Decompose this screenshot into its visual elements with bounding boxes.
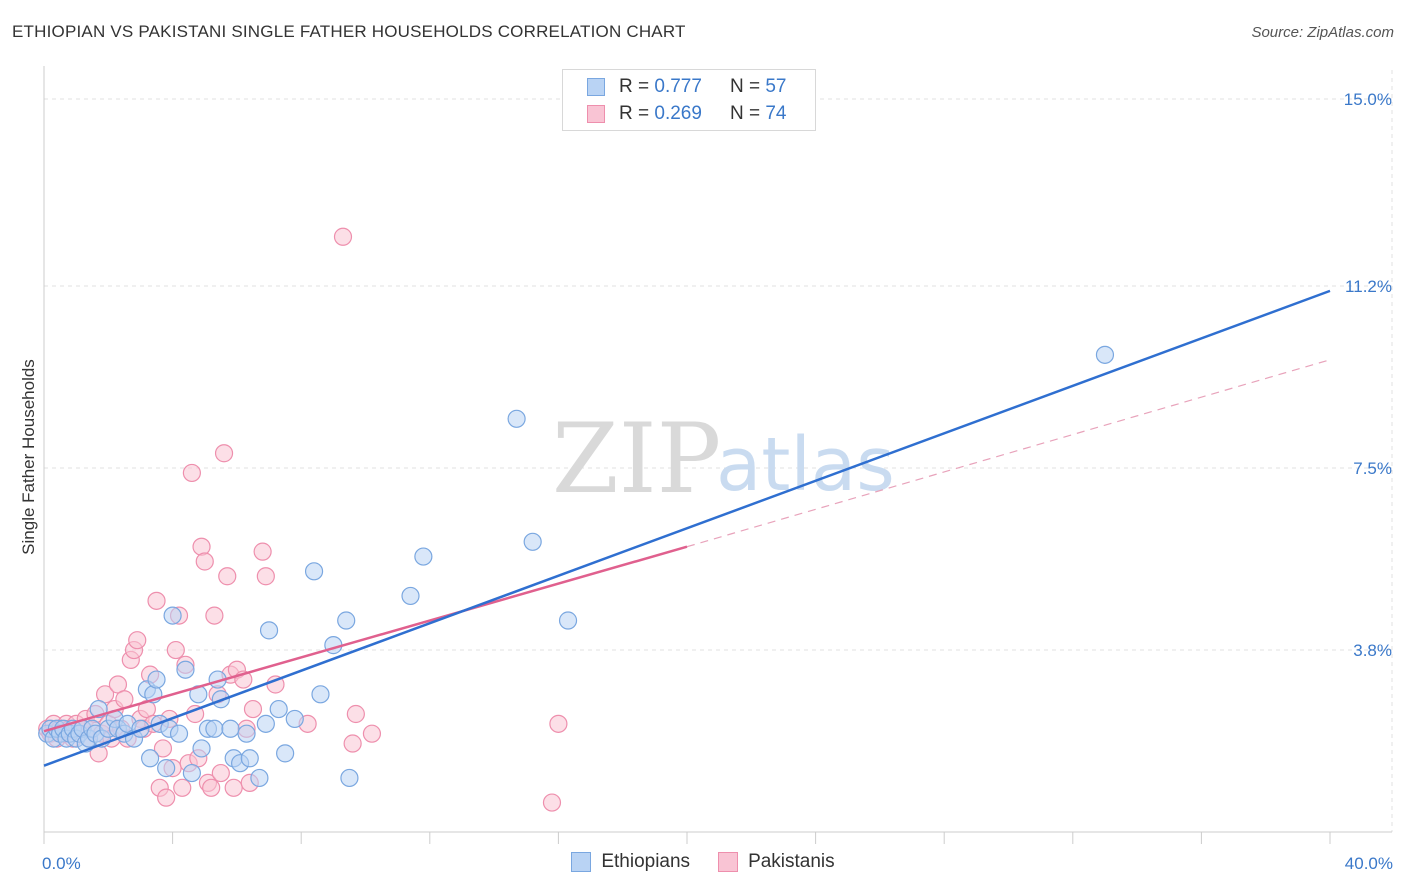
ethiopians-point	[401, 586, 420, 606]
legend-swatch-pink	[718, 852, 739, 872]
ethiopians-point	[507, 409, 526, 428]
y-tick-label: 3.8%	[1353, 641, 1392, 660]
ethiopians-point	[285, 709, 304, 729]
pakistanis-point	[205, 606, 224, 625]
legend-n-value: 74	[765, 103, 787, 124]
pakistanis-point	[256, 567, 275, 586]
ethiopians-point	[221, 719, 240, 738]
watermark-zip: ZIP	[552, 403, 721, 515]
legend-row-ethiopians: R = 0.777 N = 57	[587, 74, 786, 100]
legend-swatch-blue	[571, 852, 592, 872]
ethiopians-point	[414, 547, 433, 566]
legend-n-label: N =	[729, 103, 761, 124]
pakistanis-point	[346, 704, 365, 724]
legend-row-pakistanis: R = 0.269 N = 74	[587, 101, 786, 127]
y-tick-label: 11.2%	[1345, 277, 1392, 296]
ethiopians-point	[340, 768, 359, 788]
ethiopians-point	[558, 611, 578, 630]
legend-n-value: 57	[765, 76, 787, 97]
ethiopians-point	[256, 714, 275, 733]
axes	[43, 66, 1392, 844]
y-axis-label: Single Father Households	[19, 359, 38, 555]
pakistanis-point	[343, 734, 362, 753]
pakistanis-point	[153, 739, 173, 758]
legend-r-value: 0.269	[654, 103, 702, 124]
pakistanis-point	[218, 567, 237, 586]
pakistanis-point	[192, 537, 211, 556]
legend-label-ethiopians: Ethiopians	[601, 851, 691, 872]
ethiopians-point	[140, 749, 160, 768]
x-tick-label-min: 0.0%	[42, 854, 81, 873]
ethiopians-point	[304, 562, 324, 581]
ethiopians-point	[240, 749, 259, 768]
pakistanis-point	[211, 763, 230, 783]
grid-lines	[44, 70, 1393, 832]
x-tick-label-max: 40.0%	[1345, 854, 1393, 873]
pakistanis-point	[362, 724, 382, 743]
ethiopians-point	[523, 532, 542, 551]
legend-r-label: R =	[619, 76, 650, 97]
pakistanis-point	[333, 227, 353, 246]
legend-swatch-blue	[587, 78, 605, 96]
tick-labels: 3.8% 7.5% 11.2% 15.0% 0.0% 40.0%	[42, 90, 1393, 873]
pakistanis-point	[173, 778, 192, 797]
pakistanis-point	[243, 699, 263, 719]
ethiopians-point	[169, 724, 189, 743]
pakistanis-point	[166, 640, 185, 660]
ethiopians-point	[163, 606, 182, 625]
ethiopians-point	[147, 670, 166, 689]
ethiopians-point	[157, 759, 176, 778]
legend-r-label: R =	[619, 103, 650, 124]
ethiopians-point	[205, 719, 224, 738]
pakistanis-point	[195, 552, 214, 571]
pakistanis-point	[157, 788, 176, 807]
legend-swatch-pink	[587, 105, 605, 123]
legend-r-value: 0.777	[654, 76, 702, 97]
chart-title: ETHIOPIAN VS PAKISTANI SINGLE FATHER HOU…	[12, 22, 686, 41]
ethiopians-point	[269, 699, 288, 719]
ethiopians-point	[192, 739, 211, 758]
ethiopians-point	[176, 660, 195, 679]
ethiopians-point	[259, 621, 279, 640]
pakistanis-trend-line	[43, 545, 688, 733]
ethiopians-point	[1095, 345, 1115, 364]
pakistanis-point	[224, 778, 243, 797]
pakistanis-point	[182, 463, 201, 483]
ethiopians-point	[250, 768, 269, 788]
pakistanis-point	[253, 542, 272, 561]
watermark-atlas: atlas	[716, 422, 895, 508]
legend-label-pakistanis: Pakistanis	[748, 851, 835, 872]
trend-lines	[43, 289, 1331, 767]
ethiopians-point	[237, 724, 256, 743]
y-tick-label: 7.5%	[1353, 459, 1392, 478]
ethiopians-point	[276, 744, 295, 763]
pakistanis-point	[542, 793, 562, 812]
ethiopians-point	[311, 685, 330, 704]
ethiopians-trend-line	[43, 289, 1331, 767]
pakistanis-point	[202, 778, 221, 797]
legend-n-label: N =	[729, 76, 761, 97]
pakistanis-point	[549, 714, 568, 733]
ethiopians-point	[182, 763, 201, 783]
source-label: Source: ZipAtlas.com	[1251, 24, 1394, 41]
pakistanis-point	[147, 591, 166, 610]
legend-item-pakistanis: Pakistanis	[718, 851, 835, 873]
series-legend: Ethiopians Pakistanis	[0, 851, 1406, 873]
stats-legend: R = 0.777 N = 57 R = 0.269 N = 74	[562, 69, 816, 131]
pakistanis-point	[214, 444, 234, 463]
legend-item-ethiopians: Ethiopians	[571, 851, 690, 873]
ethiopians-point	[337, 611, 356, 630]
y-tick-label: 15.0%	[1344, 90, 1392, 109]
pakistanis-point	[128, 631, 147, 650]
